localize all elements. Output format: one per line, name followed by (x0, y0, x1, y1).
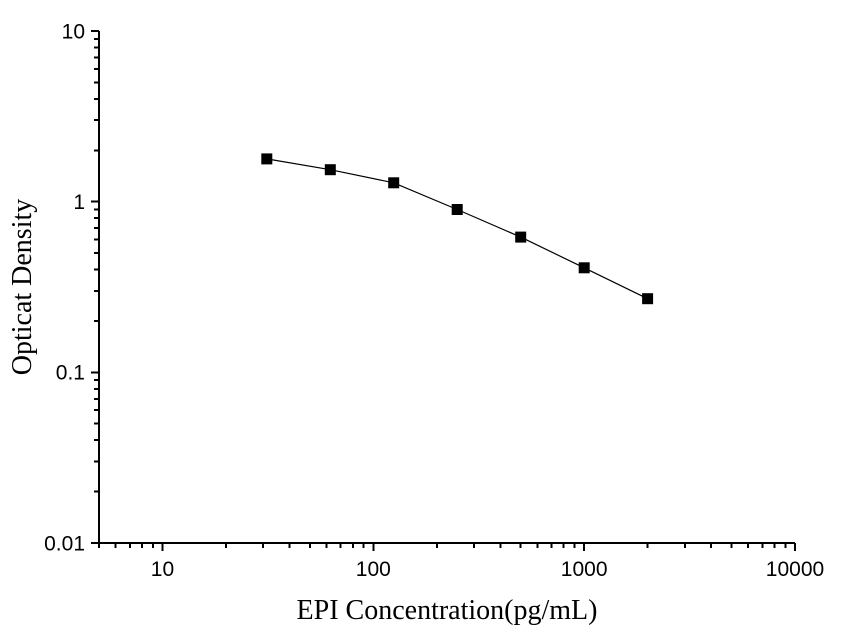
axes-layer: 10 100 1000 10000 0.01 0.1 1 10 (44, 20, 824, 581)
y-tick-label: 0.01 (44, 532, 85, 555)
data-series-layer (261, 153, 654, 305)
x-tick-label: 10000 (766, 558, 824, 581)
data-point-marker (642, 293, 654, 305)
x-tick-label: 100 (356, 558, 391, 581)
data-point-marker (451, 204, 463, 215)
y-axis-title: Opticat Density (7, 199, 38, 376)
data-point-marker (388, 177, 400, 189)
data-point-marker (515, 231, 527, 243)
x-tick-label: 10 (151, 558, 174, 581)
x-axis-title: EPI Concentration(pg/mL) (297, 595, 598, 626)
y-tick-label: 1 (73, 191, 85, 214)
data-point-marker (261, 153, 273, 165)
y-tick-label: 0.1 (56, 362, 85, 385)
series-line (266, 158, 648, 300)
x-tick-label: 1000 (561, 558, 608, 581)
data-point-marker (578, 262, 590, 274)
y-tick-label: 10 (62, 20, 85, 43)
data-point-marker (324, 164, 336, 176)
